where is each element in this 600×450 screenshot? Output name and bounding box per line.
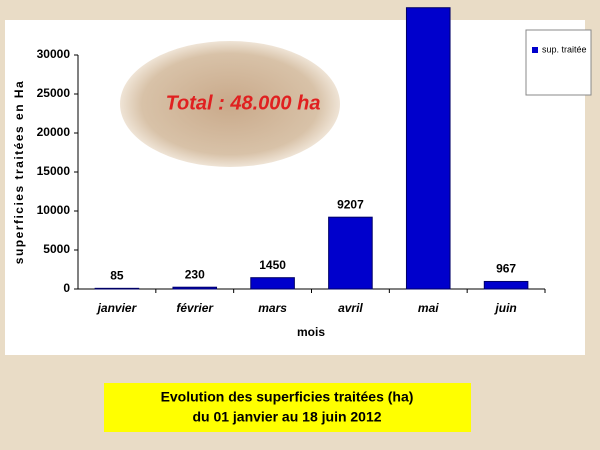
caption-line: du 01 janvier au 18 juin 2012 [192,409,381,425]
y-tick-label: 5000 [43,242,70,256]
x-tick-label: janvier [96,301,138,315]
x-tick-label: mars [258,301,287,315]
x-axis-label: mois [297,325,325,339]
y-tick-label: 15000 [37,164,71,178]
x-tick-label: mai [418,301,439,315]
x-tick-label: février [176,301,214,315]
bar [328,216,373,290]
x-tick-label: avril [338,301,363,315]
data-label: 230 [185,267,205,281]
data-label: 9207 [337,197,364,211]
data-label: 36 061 [410,0,447,2]
caption-box [104,383,471,432]
y-tick-label: 30000 [37,47,71,61]
x-tick-label: juin [493,301,516,315]
annotation-photo [120,41,340,167]
bar [483,280,529,290]
y-tick-label: 25000 [37,86,71,100]
y-tick-label: 20000 [37,125,71,139]
bar [405,7,451,290]
y-tick-label: 0 [63,281,70,295]
data-label: 967 [496,262,516,276]
bar [172,286,218,290]
annotation: Total : 48.000 ha [166,92,321,114]
legend-label: sup. traitée [542,44,587,54]
data-label: 1450 [259,258,286,272]
legend-swatch [532,47,538,53]
legend [525,29,592,96]
bar [250,277,295,290]
data-label: 85 [110,269,124,283]
caption-line: Evolution des superficies traitées (ha) [161,389,414,405]
y-axis-label: superficies traitées en Ha [12,80,26,264]
bar [94,287,140,290]
y-tick-label: 10000 [37,203,71,217]
